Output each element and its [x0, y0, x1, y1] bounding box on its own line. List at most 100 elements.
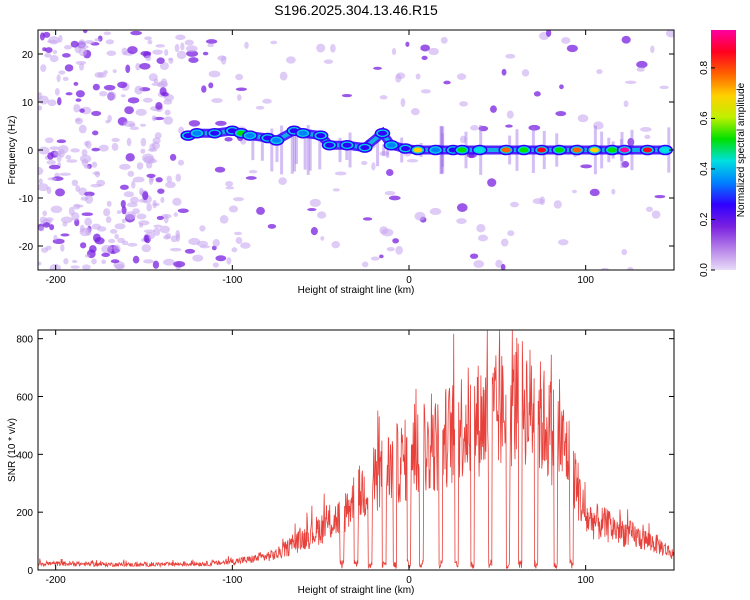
noise-blob — [237, 94, 242, 101]
noise-blob — [332, 188, 340, 192]
noise-blob — [140, 148, 146, 154]
noise-blob — [92, 130, 99, 136]
noise-blob — [659, 85, 669, 90]
streak — [294, 136, 298, 164]
colorbar-tick-label: 0.8 — [699, 61, 710, 75]
noise-blob — [226, 257, 232, 265]
noise-blob — [654, 194, 666, 199]
ridge-peak — [342, 142, 352, 148]
noise-blob — [157, 188, 165, 194]
noise-blob — [39, 216, 48, 224]
snr-ticks: -200 -100 0 100 0 200 400 600 800 — [16, 330, 674, 586]
noise-blob — [470, 125, 479, 131]
noise-blob — [38, 92, 43, 100]
y-tick-label: 600 — [16, 393, 33, 404]
x-tick-label: -200 — [46, 275, 66, 286]
noise-blob — [156, 57, 165, 64]
noise-blob — [159, 225, 171, 234]
noise-blob — [94, 71, 104, 78]
noise-blob — [199, 245, 211, 249]
noise-blob — [58, 34, 63, 43]
noise-blob — [130, 30, 143, 36]
noise-blob — [60, 216, 73, 224]
noise-blob — [361, 261, 369, 268]
noise-blob — [111, 142, 119, 151]
noise-blob — [456, 203, 468, 212]
y-tick-label: 20 — [22, 50, 34, 61]
noise-blob — [379, 151, 389, 157]
noise-blob — [151, 141, 160, 150]
noise-blob — [205, 39, 218, 44]
noise-blob — [379, 254, 384, 259]
noise-blob — [163, 258, 175, 266]
noise-blob — [136, 213, 147, 220]
noise-blob — [94, 38, 101, 42]
noise-blob — [84, 254, 90, 258]
noise-blob — [44, 53, 52, 58]
noise-blob — [235, 73, 244, 81]
noise-blob — [44, 137, 54, 144]
y-tick-label: 0 — [27, 566, 33, 577]
noise-blob — [101, 252, 111, 258]
noise-blob — [153, 202, 160, 207]
noise-blob — [361, 160, 368, 166]
noise-blob — [81, 106, 92, 115]
noise-blob — [49, 224, 55, 231]
noise-blob — [159, 62, 169, 71]
streak — [306, 125, 310, 175]
noise-blob — [55, 188, 65, 197]
noise-blob — [478, 125, 489, 132]
noise-blob — [57, 97, 62, 106]
noise-blob — [138, 222, 144, 228]
noise-blob — [546, 30, 552, 37]
noise-blob — [473, 260, 485, 268]
noise-blob — [414, 211, 426, 221]
streak — [382, 144, 386, 156]
noise-blob — [623, 100, 629, 108]
noise-blob — [386, 246, 395, 252]
noise-blob — [217, 55, 227, 61]
noise-blob — [126, 137, 132, 147]
noise-blob — [49, 146, 60, 151]
noise-blob — [105, 119, 111, 124]
noise-blob — [487, 178, 497, 187]
noise-blob — [128, 123, 136, 127]
noise-blob — [42, 210, 47, 217]
noise-blob — [627, 137, 635, 147]
noise-blob — [42, 31, 51, 38]
x-tick-label: -100 — [222, 575, 242, 586]
ridge-peak — [386, 142, 396, 148]
noise-blob — [98, 144, 109, 152]
noise-blob — [255, 105, 265, 110]
ridge-peak — [325, 142, 334, 148]
noise-blob — [139, 123, 147, 127]
noise-blob — [84, 140, 89, 147]
noise-blob — [173, 212, 178, 217]
noise-blob — [152, 260, 160, 269]
streak — [376, 133, 380, 167]
noise-blob — [105, 216, 112, 224]
ridge-peak — [607, 147, 617, 153]
noise-blob — [148, 176, 154, 186]
ridge-peak — [316, 133, 326, 139]
noise-blob — [70, 265, 80, 269]
noise-blob — [38, 226, 45, 232]
noise-blob — [621, 161, 630, 168]
noise-blob — [392, 238, 399, 244]
noise-blob — [42, 221, 51, 228]
noise-blob — [528, 124, 541, 131]
noise-blob — [124, 106, 134, 115]
noise-blob — [232, 197, 245, 202]
noise-blob — [373, 66, 382, 70]
noise-blob — [65, 154, 72, 160]
noise-blob — [323, 59, 334, 64]
noise-blob — [644, 134, 651, 140]
spectrogram-heatmap — [38, 30, 674, 270]
ridge-peak — [501, 147, 511, 153]
noise-blob — [214, 166, 226, 173]
noise-blob — [58, 148, 65, 158]
noise-blob — [379, 95, 388, 100]
colorbar: 0.0 0.2 0.4 0.6 0.8 Normalized spectral ampl… — [699, 30, 747, 277]
noise-blob — [38, 105, 43, 111]
noise-blob — [54, 88, 60, 96]
